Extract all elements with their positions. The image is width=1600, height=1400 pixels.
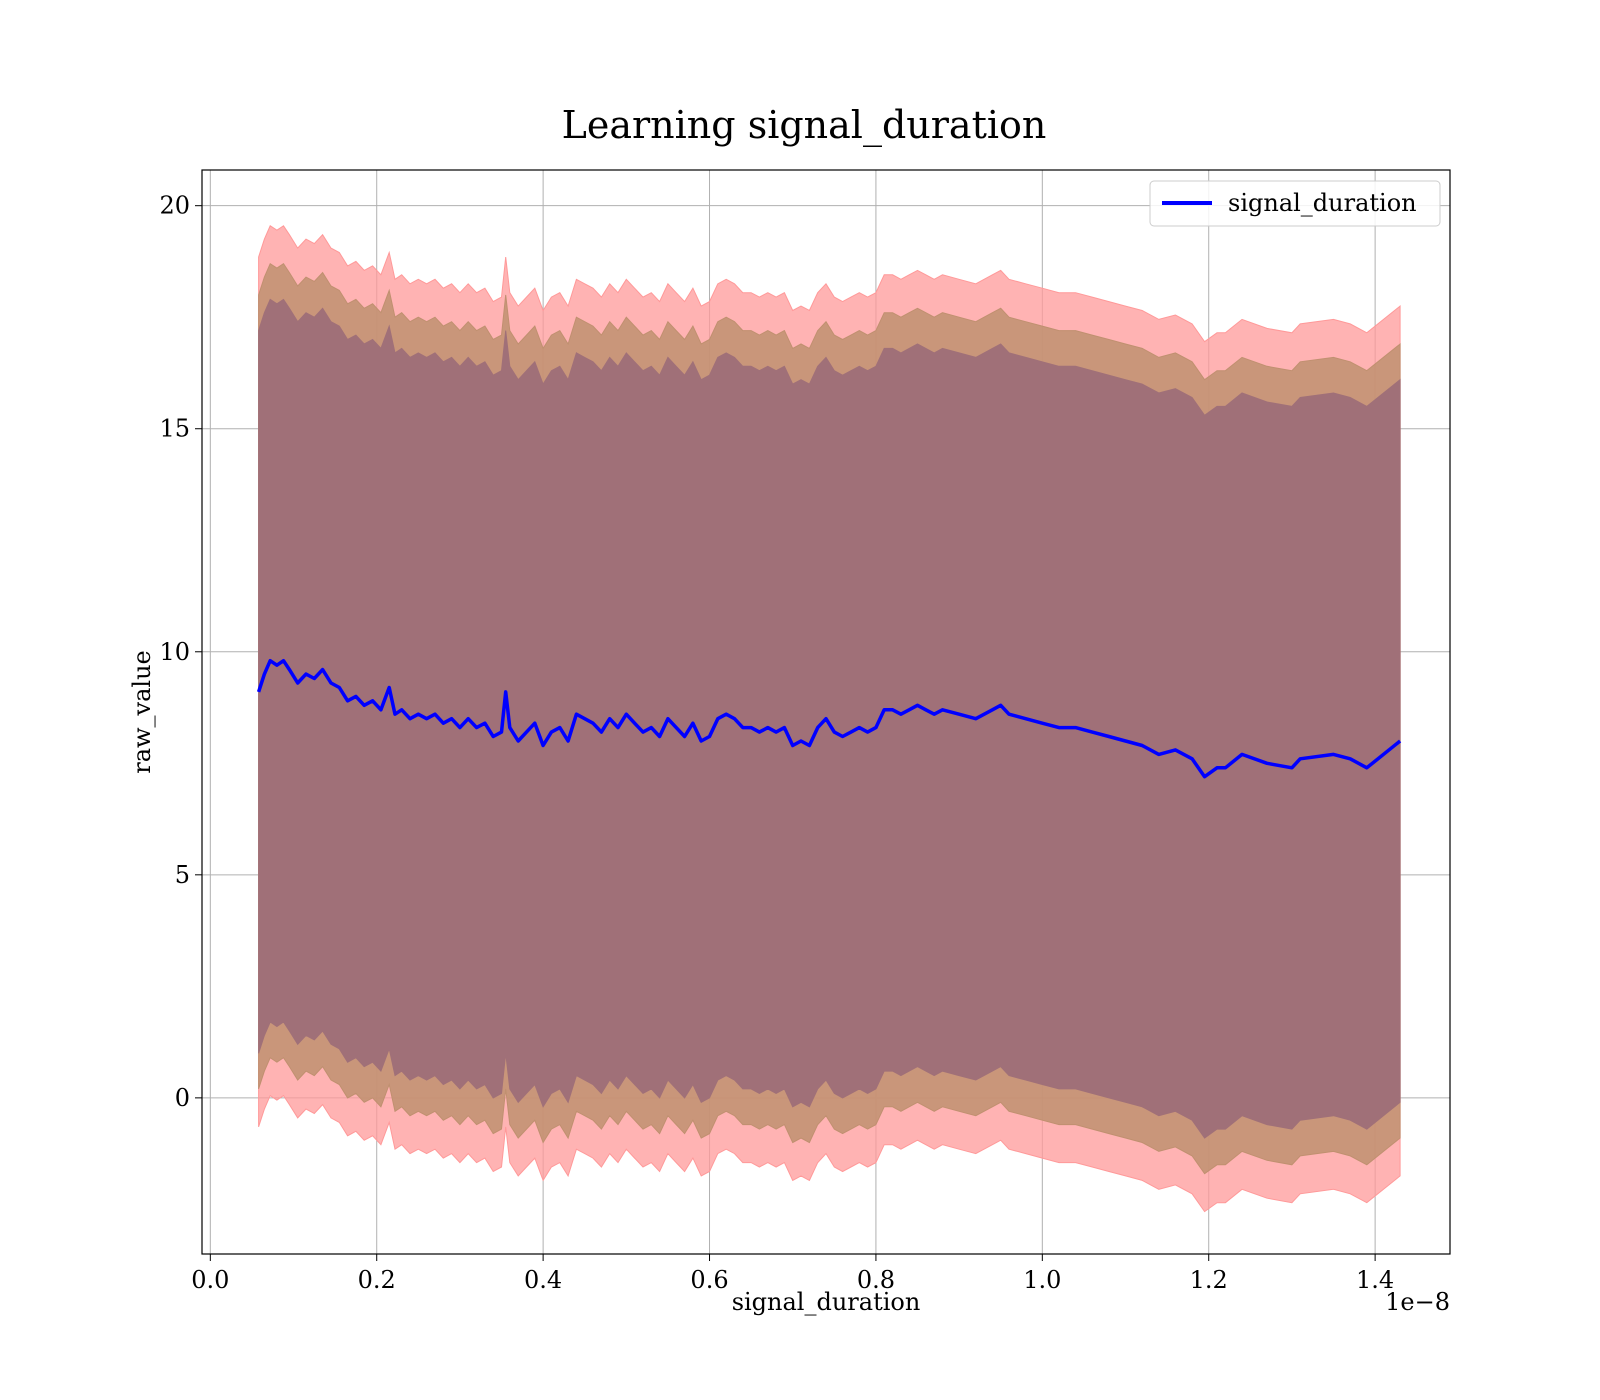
series-lines xyxy=(256,658,1402,779)
y-axis-label: raw_value xyxy=(128,650,156,774)
x-tick-label: 0.2 xyxy=(358,1266,396,1294)
sd-bands xyxy=(258,225,1401,1213)
x-tick-label: 1.0 xyxy=(1023,1266,1061,1294)
y-tick-label: 20 xyxy=(159,192,190,220)
x-tick-label: 0.6 xyxy=(690,1266,728,1294)
plot-frame xyxy=(201,169,1451,1255)
x-axis-label: signal_duration xyxy=(732,1288,921,1316)
x-tick-label: 0.0 xyxy=(191,1266,229,1294)
x-tick-label: 0.8 xyxy=(857,1266,895,1294)
y-tick-label: 5 xyxy=(175,861,190,889)
x-axis-offset-label: 1e−8 xyxy=(1385,1288,1450,1316)
y-tick-label: 0 xyxy=(175,1084,190,1112)
x-tick-label: 0.4 xyxy=(524,1266,562,1294)
y-tick-label: 15 xyxy=(159,415,190,443)
x-axis-ticks: 0.0 0.2 0.4 0.6 0.8 1.0 1.2 1.4 xyxy=(191,1254,1394,1294)
sd-band-1 xyxy=(258,298,1401,1139)
legend-label: signal_duration xyxy=(1228,189,1417,217)
x-tick-label: 1.2 xyxy=(1190,1266,1228,1294)
legend-frame xyxy=(1149,180,1441,227)
chart-title: Learning signal_duration xyxy=(562,103,1047,148)
y-axis-ticks: 0 5 10 15 20 xyxy=(159,192,202,1112)
legend: signal_duration xyxy=(1149,180,1441,227)
series-line-signal-duration xyxy=(256,658,1402,779)
x-tick-label: 1.4 xyxy=(1356,1266,1394,1294)
y-tick-label: 10 xyxy=(159,638,190,666)
